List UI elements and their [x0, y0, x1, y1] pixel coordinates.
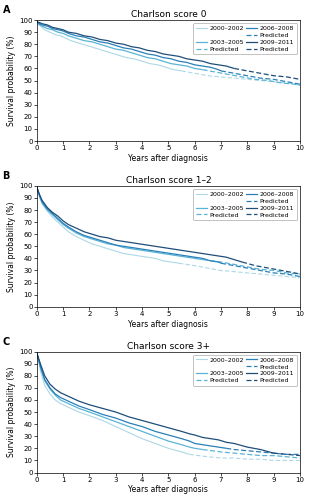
Y-axis label: Survival probability (%): Survival probability (%)	[7, 201, 16, 292]
Title: Charlson score 1–2: Charlson score 1–2	[126, 176, 211, 185]
Y-axis label: Survival probability (%): Survival probability (%)	[7, 367, 16, 458]
Text: C: C	[2, 336, 10, 346]
Legend: 2000–2002, , 2003–2005, Predicted, 2006–2008, Predicted, 2009–2011, Predicted: 2000–2002, , 2003–2005, Predicted, 2006–…	[193, 23, 297, 54]
Title: Charlson score 0: Charlson score 0	[131, 10, 206, 20]
X-axis label: Years after diagnosis: Years after diagnosis	[128, 154, 208, 163]
Title: Charlson score 3+: Charlson score 3+	[127, 342, 210, 351]
Text: A: A	[2, 5, 10, 15]
Y-axis label: Survival probability (%): Survival probability (%)	[7, 36, 16, 126]
X-axis label: Years after diagnosis: Years after diagnosis	[128, 320, 208, 328]
Text: B: B	[2, 171, 10, 181]
X-axis label: Years after diagnosis: Years after diagnosis	[128, 486, 208, 494]
Legend: 2000–2002, , 2003–2005, Predicted, 2006–2008, Predicted, 2009–2011, Predicted: 2000–2002, , 2003–2005, Predicted, 2006–…	[193, 354, 297, 386]
Legend: 2000–2002, , 2003–2005, Predicted, 2006–2008, Predicted, 2009–2011, Predicted: 2000–2002, , 2003–2005, Predicted, 2006–…	[193, 189, 297, 220]
